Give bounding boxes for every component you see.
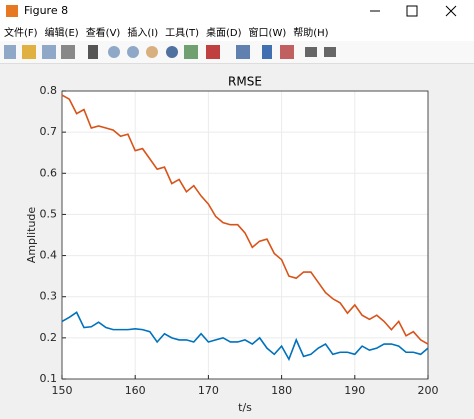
y-tick-label: 0.7: [40, 125, 58, 138]
x-tick-label: 200: [418, 384, 439, 397]
line-series: [61, 94, 429, 345]
toolbar: [0, 41, 474, 64]
window-title: Figure 8: [24, 4, 69, 17]
tool-icon[interactable]: [184, 45, 198, 59]
menu-item[interactable]: 查看(V): [85, 28, 121, 39]
menu-item[interactable]: 编辑(E): [44, 28, 79, 39]
tool-icon[interactable]: [42, 45, 56, 59]
app-icon: [6, 5, 18, 17]
x-tick-label: 180: [271, 384, 292, 397]
window-controls: [6, 5, 457, 17]
y-tick-label: 0.6: [40, 166, 58, 179]
menu-bar: 文件(F) 编辑(E) 查看(V) 插入(I) 工具(T) 桌面(D) 窗口(W) 帮助(H): [0, 22, 474, 41]
tool-icon[interactable]: [280, 45, 294, 59]
menu-item[interactable]: 文件(F): [4, 28, 38, 39]
menu-item[interactable]: 插入(I): [127, 28, 159, 39]
tool-icon[interactable]: [108, 46, 120, 58]
y-tick-label: 0.1: [40, 372, 58, 385]
plot-area: [62, 91, 428, 379]
tool-icon[interactable]: [88, 45, 98, 59]
axes-box: [61, 90, 429, 380]
maximize[interactable]: [406, 5, 418, 17]
tool-icon[interactable]: [236, 45, 250, 59]
tool-icon[interactable]: [127, 46, 139, 58]
tool-icon[interactable]: [61, 45, 75, 59]
menu-item[interactable]: 桌面(D): [206, 28, 242, 39]
y-tick-label: 0.5: [40, 207, 58, 220]
y-tick-label: 0.8: [40, 84, 58, 97]
tool-icon[interactable]: [22, 45, 36, 59]
x-tick-label: 170: [198, 384, 219, 397]
tool-icon[interactable]: [206, 45, 220, 59]
icons: [4, 45, 336, 59]
chart-title: RMSE: [228, 75, 262, 89]
menu-item[interactable]: 工具(T): [165, 28, 200, 39]
toolbar-icons: [4, 45, 336, 59]
x-tick-label: 150: [52, 384, 73, 397]
tool-icon[interactable]: [4, 45, 16, 59]
y-tick-label: 0.4: [40, 249, 58, 262]
x-tick-label: 190: [344, 384, 365, 397]
menu-item[interactable]: 帮助(H): [293, 28, 329, 39]
tool-icon[interactable]: [166, 46, 178, 58]
x-tick-label: 160: [125, 384, 146, 397]
tool-icon[interactable]: [324, 47, 336, 57]
line-series: [61, 311, 429, 362]
y-tick-label: 0.3: [40, 290, 58, 303]
y-tick-label: 0.2: [40, 331, 58, 344]
title-bar: Figure 8: [0, 0, 474, 22]
y-axis-label: Amplitude: [25, 207, 38, 264]
close[interactable]: [445, 5, 457, 17]
menu-item[interactable]: 窗口(W): [248, 28, 287, 39]
tool-icon[interactable]: [305, 47, 317, 57]
tool-icon[interactable]: [262, 45, 272, 59]
x-axis-label: t/s: [238, 401, 252, 414]
tool-icon[interactable]: [146, 46, 158, 58]
